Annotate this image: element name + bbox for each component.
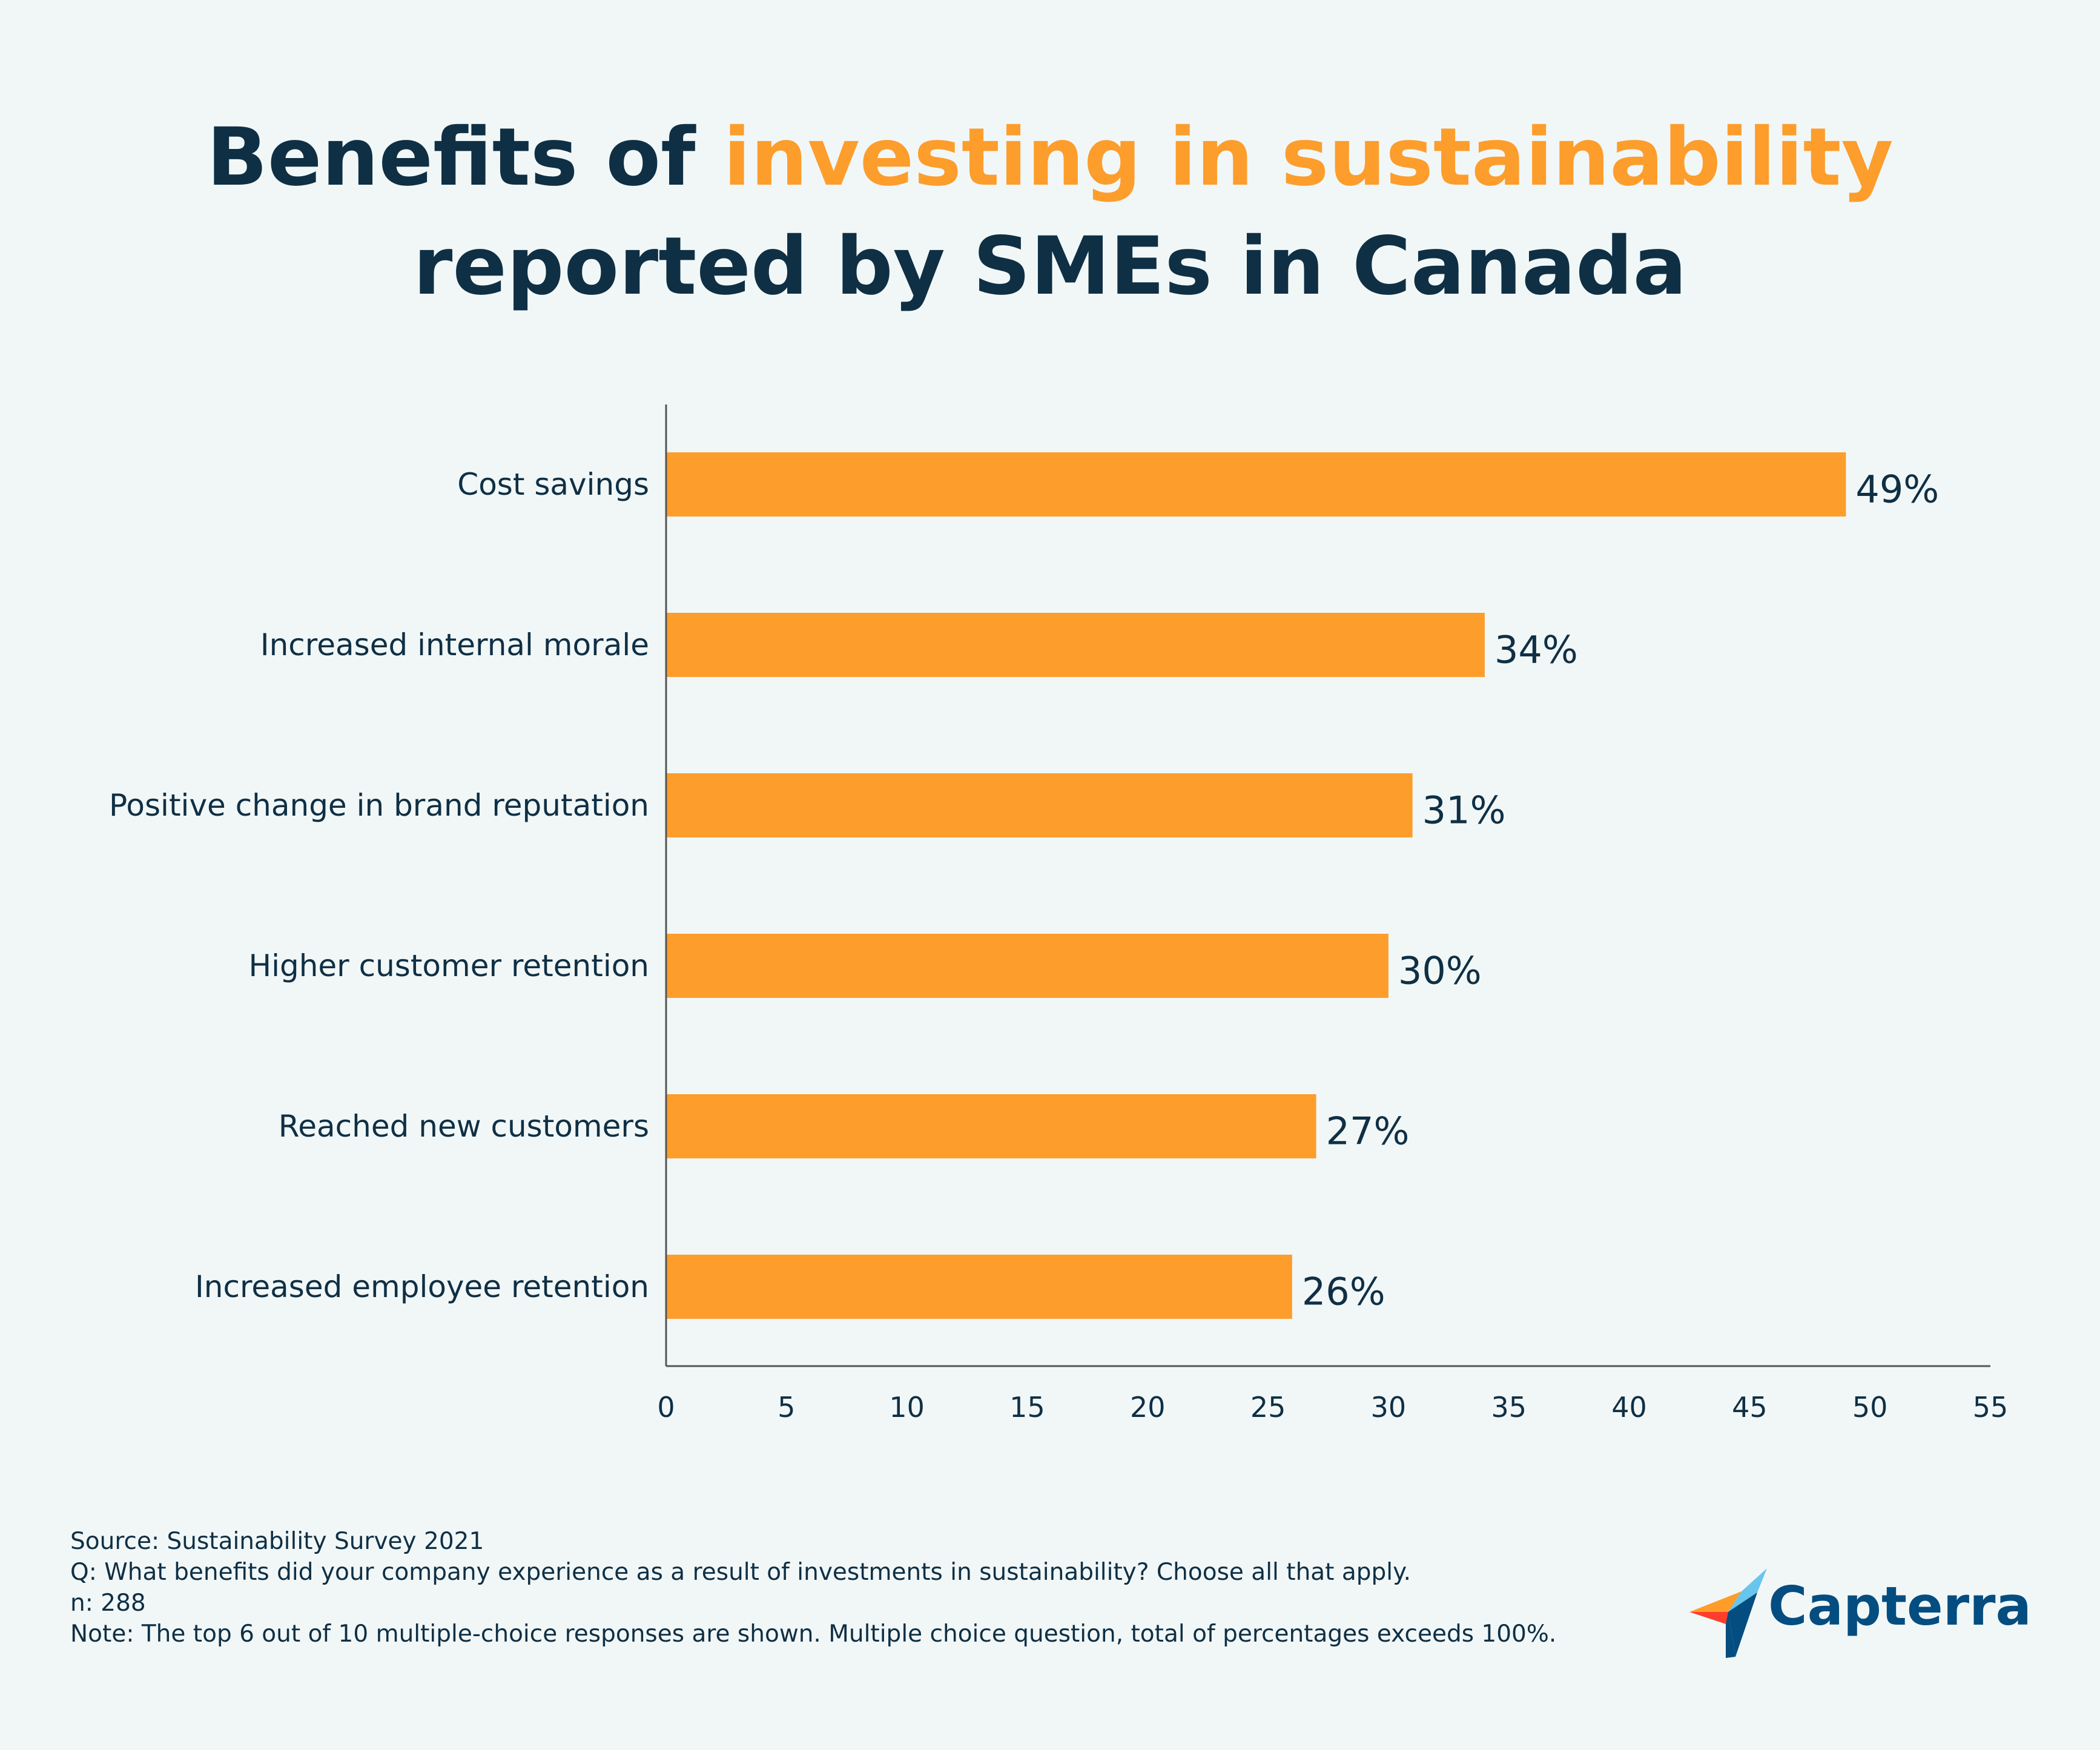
- x-tick-label-8: 40: [1611, 1391, 1647, 1424]
- bar-0: [666, 452, 1846, 517]
- x-tick-label-1: 5: [778, 1391, 795, 1424]
- bar-2: [666, 773, 1413, 837]
- x-tick-label-4: 20: [1130, 1391, 1166, 1424]
- value-label-5: 26%: [1302, 1270, 1385, 1314]
- title-part2: reported by SMEs in Canada: [413, 220, 1687, 313]
- bar-4: [666, 1094, 1316, 1158]
- x-tick-label-5: 25: [1250, 1391, 1286, 1424]
- value-label-0: 49%: [1855, 467, 1939, 512]
- category-label-1: Increased internal morale: [260, 627, 649, 662]
- logo-text: Capterra: [1768, 1575, 2032, 1637]
- bar-chart: Cost savings Increased internal morale Pos…: [109, 404, 2008, 1424]
- category-labels: Cost savings Increased internal morale Pos…: [109, 467, 649, 1304]
- footer-notes: Source: Sustainability Survey 2021 Q: Wh…: [70, 1526, 1681, 1649]
- bar-3: [666, 934, 1388, 998]
- bar-5: [666, 1255, 1292, 1319]
- title-accent: investing in sustainability: [723, 111, 1894, 204]
- x-tick-label-0: 0: [657, 1391, 675, 1424]
- title-part1: Benefits of: [206, 111, 724, 204]
- capterra-logo: Capterra: [1689, 1568, 2032, 1665]
- sample-size-note: n: 288: [70, 1590, 146, 1617]
- bar-1: [666, 613, 1485, 677]
- chart-title: Benefits of investing in sustainability r…: [0, 103, 2100, 321]
- category-label-0: Cost savings: [457, 467, 649, 502]
- value-label-1: 34%: [1494, 628, 1578, 672]
- bars-group: [666, 452, 1846, 1319]
- value-label-4: 27%: [1326, 1109, 1410, 1154]
- category-label-4: Reached new customers: [279, 1109, 649, 1144]
- category-label-3: Higher customer retention: [248, 948, 649, 983]
- x-tick-label-6: 30: [1371, 1391, 1407, 1424]
- category-label-5: Increased employee retention: [195, 1269, 649, 1304]
- x-tick-label-10: 50: [1852, 1391, 1888, 1424]
- category-label-2: Positive change in brand reputation: [109, 788, 649, 823]
- note-text: Note: The top 6 out of 10 multiple-choic…: [70, 1620, 1557, 1648]
- value-label-3: 30%: [1398, 949, 1482, 993]
- x-tick-label-11: 55: [1973, 1391, 2009, 1424]
- x-tick-label-2: 10: [889, 1391, 925, 1424]
- capterra-arrow-icon: [1689, 1568, 1767, 1658]
- value-labels: 49% 34% 31% 30% 27% 26%: [1302, 467, 1939, 1314]
- x-tick-label-3: 15: [1009, 1391, 1045, 1424]
- x-tick-label-7: 35: [1491, 1391, 1527, 1424]
- x-axis-ticks: 0 5 10 15 20 25 30 35 40 45 50 55: [657, 1391, 2008, 1424]
- x-tick-label-9: 45: [1732, 1391, 1768, 1424]
- source-note: Source: Sustainability Survey 2021: [70, 1528, 484, 1555]
- value-label-2: 31%: [1422, 788, 1506, 833]
- question-note: Q: What benefits did your company experi…: [70, 1559, 1412, 1586]
